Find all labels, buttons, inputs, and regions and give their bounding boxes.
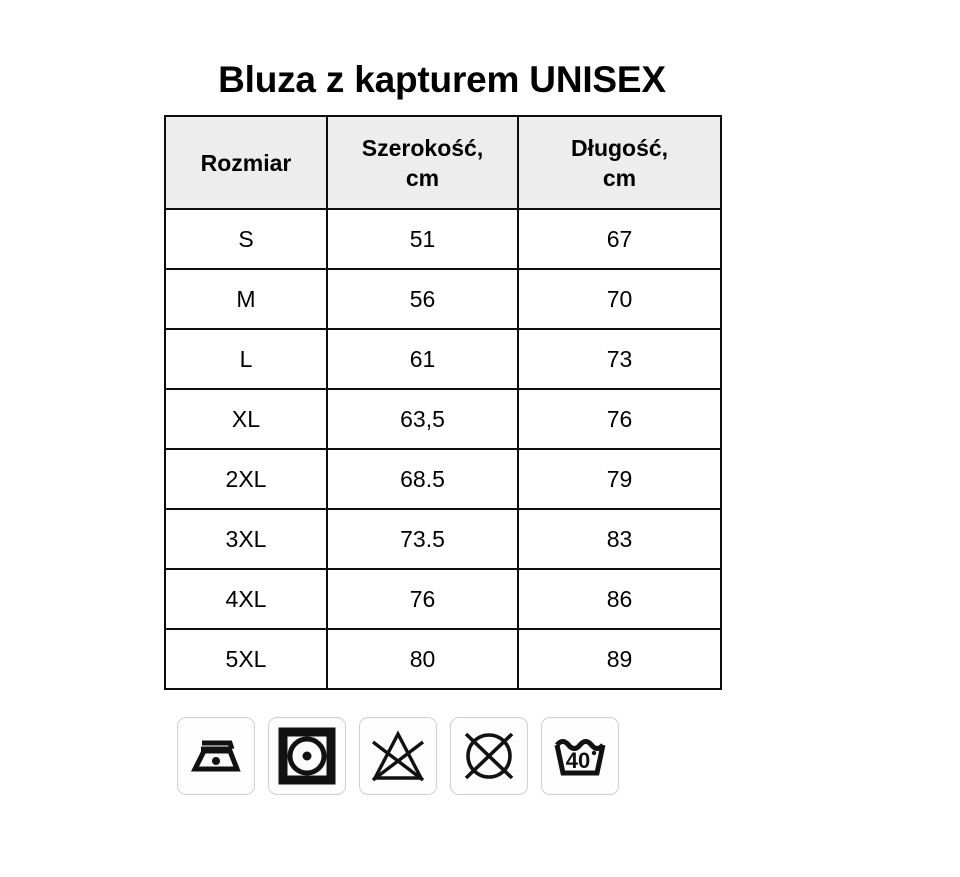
table-row: XL 63,5 76: [164, 388, 722, 450]
column-header-size: Rozmiar: [164, 115, 328, 210]
cell-size: XL: [164, 388, 328, 450]
iron-low-temperature-icon: [185, 725, 247, 787]
table-row: 4XL 76 86: [164, 568, 722, 630]
cell-length: 86: [517, 568, 722, 630]
cell-length: 89: [517, 628, 722, 690]
do-not-bleach-icon: [367, 725, 429, 787]
cell-width: 63,5: [326, 388, 519, 450]
column-header-length-line1: Długość,: [570, 134, 669, 161]
care-symbol-iron: [177, 717, 255, 795]
cell-width: 68.5: [326, 448, 519, 510]
table-row: 2XL 68.5 79: [164, 448, 722, 510]
table-row: S 51 67: [164, 208, 722, 270]
column-header-width-line2: cm: [405, 164, 440, 191]
tumble-dry-low-heat-icon: [276, 725, 338, 787]
cell-length: 70: [517, 268, 722, 330]
column-header-length-line2: cm: [602, 164, 637, 191]
cell-length: 76: [517, 388, 722, 450]
wash-temperature-label: 40: [566, 748, 590, 773]
column-header-width: Szerokość, cm: [326, 115, 519, 210]
cell-length: 67: [517, 208, 722, 270]
table-row: 5XL 80 89: [164, 628, 722, 690]
do-not-dry-clean-icon: [458, 725, 520, 787]
cell-width: 73.5: [326, 508, 519, 570]
cell-size: M: [164, 268, 328, 330]
table-row: L 61 73: [164, 328, 722, 390]
cell-size: 3XL: [164, 508, 328, 570]
cell-width: 61: [326, 328, 519, 390]
cell-size: L: [164, 328, 328, 390]
cell-length: 79: [517, 448, 722, 510]
cell-length: 73: [517, 328, 722, 390]
cell-size: 2XL: [164, 448, 328, 510]
cell-width: 56: [326, 268, 519, 330]
care-symbol-do-not-dry-clean: [450, 717, 528, 795]
table-row: M 56 70: [164, 268, 722, 330]
column-header-length: Długość, cm: [517, 115, 722, 210]
care-symbol-wash-40: 40: [541, 717, 619, 795]
table-row: 3XL 73.5 83: [164, 508, 722, 570]
cell-length: 83: [517, 508, 722, 570]
cell-width: 80: [326, 628, 519, 690]
column-header-size-line1: Rozmiar: [200, 149, 292, 176]
care-symbols-row: 40: [177, 717, 619, 795]
wash-40-degrees-icon: 40: [549, 725, 611, 787]
page-title: Bluza z kapturem UNISEX: [218, 59, 666, 100]
cell-size: 5XL: [164, 628, 328, 690]
size-table: Rozmiar Szerokość, cm Długość, cm S 51 6…: [164, 115, 722, 690]
cell-size: S: [164, 208, 328, 270]
cell-width: 76: [326, 568, 519, 630]
care-symbol-do-not-bleach: [359, 717, 437, 795]
care-symbol-tumble-dry: [268, 717, 346, 795]
column-header-width-line1: Szerokość,: [361, 134, 484, 161]
cell-width: 51: [326, 208, 519, 270]
table-header-row: Rozmiar Szerokość, cm Długość, cm: [164, 115, 722, 210]
cell-size: 4XL: [164, 568, 328, 630]
